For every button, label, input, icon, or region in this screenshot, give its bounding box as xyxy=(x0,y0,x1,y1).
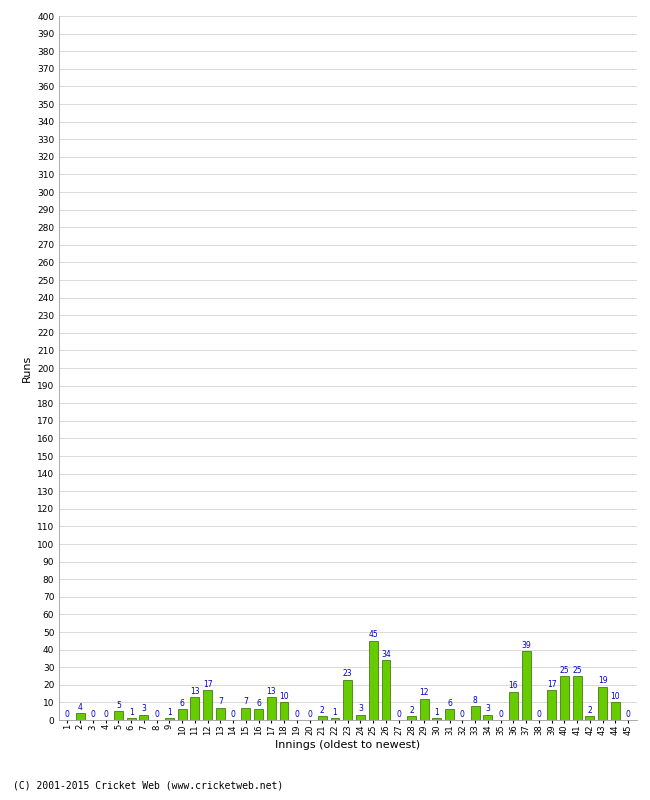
Text: 34: 34 xyxy=(381,650,391,658)
Text: 12: 12 xyxy=(419,689,429,698)
Text: 1: 1 xyxy=(333,708,337,717)
Text: 5: 5 xyxy=(116,701,121,710)
Bar xyxy=(432,718,441,720)
Bar xyxy=(165,718,174,720)
Text: 2: 2 xyxy=(320,706,324,715)
Text: 0: 0 xyxy=(626,710,630,718)
Text: 1: 1 xyxy=(435,708,439,717)
Bar xyxy=(203,690,212,720)
Text: 1: 1 xyxy=(129,708,133,717)
Bar xyxy=(267,697,276,720)
Text: 8: 8 xyxy=(473,695,478,705)
Bar xyxy=(331,718,339,720)
Bar xyxy=(420,699,428,720)
Bar xyxy=(177,710,187,720)
Text: 0: 0 xyxy=(90,710,96,718)
Bar xyxy=(114,711,123,720)
Text: 0: 0 xyxy=(154,710,159,718)
Text: 0: 0 xyxy=(460,710,465,718)
Text: 7: 7 xyxy=(243,698,248,706)
Text: 2: 2 xyxy=(409,706,414,715)
Text: 17: 17 xyxy=(203,680,213,689)
Bar xyxy=(139,714,148,720)
Text: 39: 39 xyxy=(521,641,531,650)
X-axis label: Innings (oldest to newest): Innings (oldest to newest) xyxy=(275,741,421,750)
Bar xyxy=(241,708,250,720)
Bar xyxy=(547,690,556,720)
Text: 3: 3 xyxy=(486,704,490,714)
Text: 3: 3 xyxy=(358,704,363,714)
Bar xyxy=(586,717,594,720)
Bar xyxy=(369,641,378,720)
Text: 13: 13 xyxy=(266,686,276,696)
Text: 6: 6 xyxy=(447,699,452,708)
Text: 2: 2 xyxy=(588,706,592,715)
Bar xyxy=(560,676,569,720)
Text: 17: 17 xyxy=(547,680,556,689)
Text: 10: 10 xyxy=(610,692,620,701)
Bar xyxy=(407,717,416,720)
Bar xyxy=(382,660,391,720)
Text: 6: 6 xyxy=(179,699,185,708)
Text: 19: 19 xyxy=(598,676,607,685)
Bar xyxy=(127,718,136,720)
Text: 1: 1 xyxy=(167,708,172,717)
Bar xyxy=(471,706,480,720)
Bar xyxy=(190,697,200,720)
Bar xyxy=(522,651,530,720)
Bar xyxy=(280,702,289,720)
Text: 23: 23 xyxy=(343,669,352,678)
Text: 25: 25 xyxy=(572,666,582,674)
Text: 3: 3 xyxy=(142,704,146,714)
Text: 45: 45 xyxy=(369,630,378,639)
Text: 0: 0 xyxy=(307,710,312,718)
Bar xyxy=(509,692,518,720)
Bar xyxy=(75,713,84,720)
Text: 6: 6 xyxy=(256,699,261,708)
Bar xyxy=(445,710,454,720)
Y-axis label: Runs: Runs xyxy=(21,354,32,382)
Text: 0: 0 xyxy=(536,710,541,718)
Bar xyxy=(356,714,365,720)
Bar xyxy=(216,708,225,720)
Bar xyxy=(598,686,607,720)
Text: 10: 10 xyxy=(280,692,289,701)
Text: 25: 25 xyxy=(560,666,569,674)
Bar xyxy=(611,702,620,720)
Text: 13: 13 xyxy=(190,686,200,696)
Text: 0: 0 xyxy=(294,710,299,718)
Text: 0: 0 xyxy=(65,710,70,718)
Text: (C) 2001-2015 Cricket Web (www.cricketweb.net): (C) 2001-2015 Cricket Web (www.cricketwe… xyxy=(13,781,283,790)
Bar xyxy=(573,676,582,720)
Bar xyxy=(254,710,263,720)
Text: 0: 0 xyxy=(103,710,108,718)
Text: 0: 0 xyxy=(231,710,235,718)
Bar xyxy=(343,679,352,720)
Text: 4: 4 xyxy=(78,702,83,711)
Text: 16: 16 xyxy=(508,682,518,690)
Bar xyxy=(484,714,493,720)
Text: 7: 7 xyxy=(218,698,223,706)
Bar xyxy=(318,717,327,720)
Text: 0: 0 xyxy=(498,710,503,718)
Text: 0: 0 xyxy=(396,710,401,718)
